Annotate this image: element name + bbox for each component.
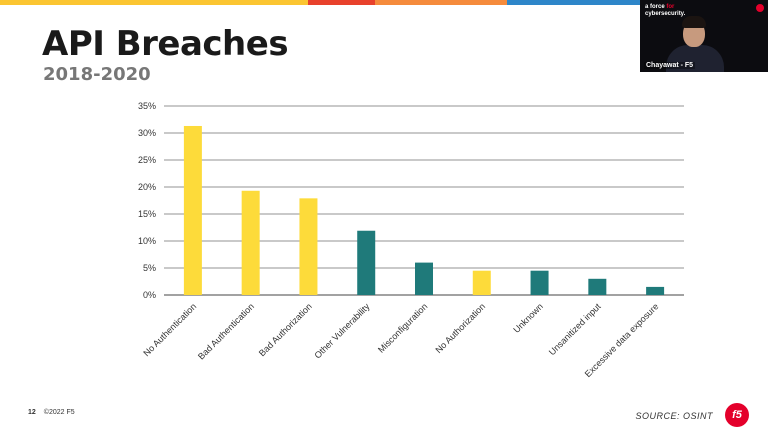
top-stripe-blue bbox=[507, 0, 640, 5]
x-tick-label: Misconfiguration bbox=[376, 301, 429, 354]
page-title: API Breaches bbox=[42, 24, 289, 64]
bar bbox=[530, 270, 549, 295]
top-stripe-orange bbox=[375, 0, 507, 5]
y-tick-label: 25% bbox=[138, 155, 156, 165]
source-label: SOURCE: OSINT bbox=[635, 411, 713, 421]
webcam-logo-icon bbox=[756, 4, 764, 12]
y-tick-label: 10% bbox=[138, 236, 156, 246]
copyright: ©2022 F5 bbox=[43, 409, 75, 416]
bar bbox=[472, 270, 491, 295]
top-stripe-yellow bbox=[0, 0, 308, 5]
speaker-hair bbox=[682, 16, 706, 28]
x-tick-label: No Authentication bbox=[141, 301, 198, 358]
speaker-webcam: a force for cybersecurity. Chayawat - F5 bbox=[640, 0, 768, 72]
speaker-name: Chayawat - F5 bbox=[644, 62, 696, 69]
x-tick-label: No Authorization bbox=[433, 301, 487, 355]
x-tick-label: Unknown bbox=[511, 301, 545, 335]
webcam-tagline: a force for cybersecurity. bbox=[645, 4, 686, 17]
x-tick-label: Bad Authorization bbox=[257, 301, 314, 358]
y-tick-label: 5% bbox=[143, 263, 156, 273]
x-tick-label: Unsanitized input bbox=[547, 301, 603, 357]
bar bbox=[588, 278, 607, 295]
bar bbox=[646, 286, 665, 295]
bar bbox=[357, 230, 376, 295]
f5-logo: f5 bbox=[725, 403, 749, 427]
top-stripe-red bbox=[308, 0, 375, 5]
page-subtitle: 2018-2020 bbox=[43, 64, 151, 85]
bar bbox=[299, 198, 318, 295]
y-tick-label: 30% bbox=[138, 128, 156, 138]
bar bbox=[241, 190, 260, 295]
page-number: 12 bbox=[28, 409, 36, 416]
speaker-body bbox=[666, 45, 724, 72]
x-tick-label: Bad Authentication bbox=[196, 301, 256, 361]
footer-left: 12 ©2022 F5 bbox=[28, 409, 75, 416]
bar bbox=[183, 125, 202, 295]
y-tick-label: 0% bbox=[143, 290, 156, 300]
y-tick-label: 20% bbox=[138, 182, 156, 192]
bar bbox=[415, 262, 433, 295]
y-tick-label: 15% bbox=[138, 209, 156, 219]
bar-chart: 0%5%10%15%20%25%30%35%No AuthenticationB… bbox=[138, 101, 684, 379]
y-tick-label: 35% bbox=[138, 101, 156, 111]
x-tick-label: Other Vulnerability bbox=[312, 301, 372, 361]
